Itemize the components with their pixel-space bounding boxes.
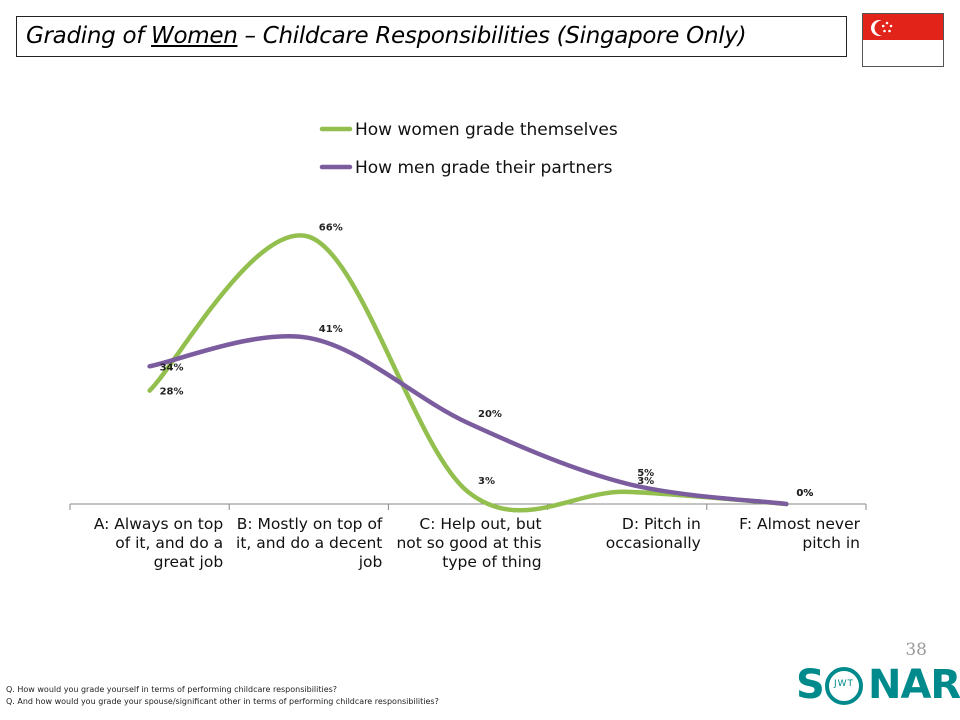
data-point	[625, 482, 629, 486]
data-label: 0%	[796, 488, 813, 499]
data-label: 34%	[160, 362, 184, 373]
x-tick-label-line: of it, and do a	[115, 534, 223, 552]
data-label: 28%	[160, 387, 184, 398]
title-prefix: Grading of	[26, 23, 152, 49]
footnote-question-1: Q. How would you grade yourself in terms…	[6, 685, 338, 694]
data-label: 5%	[637, 468, 654, 479]
data-point	[307, 336, 311, 340]
title-underlined-word: Women	[151, 23, 238, 49]
data-label: 0%	[796, 488, 813, 499]
data-label: 3%	[637, 476, 654, 487]
data-point	[307, 235, 311, 239]
x-tick-label-line: job	[358, 553, 383, 571]
data-label: 3%	[478, 476, 495, 487]
x-tick-label-3: C: Help out, but not so good at this type …	[396, 515, 541, 571]
x-tick-label-line: F: Almost never	[739, 515, 861, 533]
x-tick-label-line: A: Always on top	[94, 515, 223, 533]
x-tick-label-line: pitch in	[802, 534, 860, 552]
data-point	[466, 490, 470, 494]
data-point	[148, 389, 152, 393]
data-label: 41%	[319, 324, 343, 335]
title-box: Grading of Women – Childcare Responsibil…	[16, 16, 847, 57]
title-suffix: – Childcare Responsibilities (Singapore …	[237, 23, 747, 49]
x-tick-label-line: great job	[154, 553, 224, 571]
data-point	[625, 490, 629, 494]
data-point	[466, 421, 470, 425]
data-point	[784, 502, 788, 506]
singapore-flag-icon	[862, 13, 944, 67]
x-tick-label-4: D: Pitch in occasionally	[606, 515, 701, 552]
x-tick-label-5: F: Almost never pitch in	[739, 515, 861, 552]
x-tick-label-line: not so good at this	[396, 534, 541, 552]
logo-letter-s: S	[796, 662, 825, 708]
x-tick-label-line: B: Mostly on top of	[237, 515, 383, 533]
series-line-1	[147, 233, 789, 513]
footnote-question-2: Q. And how would you grade your spouse/s…	[6, 697, 439, 706]
line-chart: How women grade themselves How men grade …	[69, 120, 867, 571]
x-tick-label-line: D: Pitch in	[622, 515, 701, 533]
logo-ring-icon	[825, 667, 863, 705]
data-label: 20%	[478, 409, 502, 420]
sonar-logo: S JWT NAR	[796, 660, 960, 710]
series-line-2	[147, 334, 789, 507]
x-tick-label-line: it, and do a decent	[236, 534, 382, 552]
x-tick-label-line: occasionally	[606, 534, 701, 552]
crescent-stars-icon	[871, 20, 893, 36]
x-tick-label-line: C: Help out, but	[419, 515, 541, 533]
page-title: Grading of Women – Childcare Responsibil…	[26, 23, 747, 49]
x-tick-label-line: type of thing	[442, 553, 541, 571]
flag-white-band	[863, 40, 943, 66]
logo-jwt-text: JWT	[833, 679, 855, 689]
legend-label-1: How women grade themselves	[355, 120, 618, 140]
data-label: 66%	[319, 223, 343, 234]
logo-letters-nar: NAR	[868, 662, 960, 708]
x-tick-label-2: B: Mostly on top of it, and do a decent jo…	[236, 515, 383, 571]
data-point	[148, 364, 152, 368]
page-number: 38	[905, 640, 927, 660]
x-tick-label-1: A: Always on top of it, and do a great job	[94, 515, 223, 571]
legend-label-2: How men grade their partners	[355, 158, 613, 178]
